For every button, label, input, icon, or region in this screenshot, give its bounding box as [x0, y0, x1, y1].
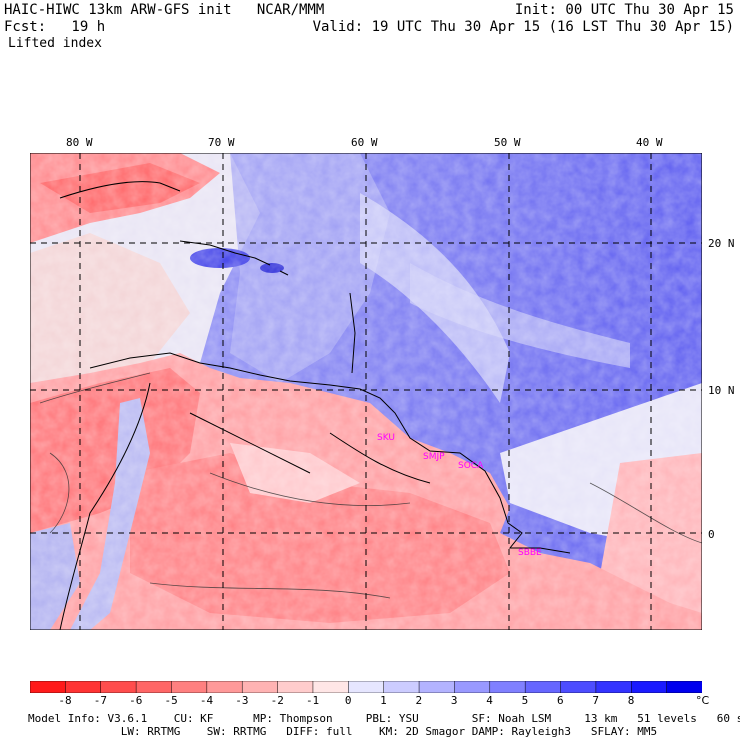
- field-name: Lifted index: [8, 36, 102, 51]
- colorbar-swatch: [171, 681, 208, 693]
- colorbar-tick-label: 6: [557, 694, 564, 707]
- colorbar-swatch: [348, 681, 385, 693]
- forecast-hour: Fcst: 19 h: [4, 19, 106, 35]
- colorbar-swatch: [277, 681, 314, 693]
- colorbar-tick-label: 2: [415, 694, 423, 707]
- lon-label: 80 W: [66, 136, 93, 149]
- lat-label: 20 N: [708, 237, 735, 250]
- colorbar-tick-label: 7: [592, 694, 600, 707]
- lat-label: 10 N: [708, 384, 735, 397]
- colorbar-tick-label: -7: [93, 694, 107, 707]
- colorbar-tick-label: -3: [235, 694, 249, 707]
- lon-label: 70 W: [208, 136, 235, 149]
- colorbar-tick-label: -5: [164, 694, 178, 707]
- colorbar-tick-label: 3: [450, 694, 458, 707]
- colorbar-swatch: [206, 681, 243, 693]
- colorbar-swatch: [489, 681, 526, 693]
- colorbar-swatch: [30, 681, 67, 693]
- colorbar-tick-label: -4: [199, 694, 214, 707]
- colorbar-tick-label: 5: [521, 694, 529, 707]
- colorbar-swatch: [65, 681, 102, 693]
- colorbar-swatch: [383, 681, 420, 693]
- init-time: Init: 00 UTC Thu 30 Apr 15: [514, 2, 734, 18]
- colorbar-swatch: [524, 681, 562, 693]
- model-title: HAIC-HIWC 13km ARW-GFS init NCAR/MMM: [4, 2, 325, 18]
- lon-label: 50 W: [494, 136, 521, 149]
- colorbar-swatch: [135, 681, 173, 693]
- colorbar-tick-label: -1: [305, 694, 320, 707]
- station-label: SBBE: [518, 548, 542, 558]
- valid-time: Valid: 19 UTC Thu 30 Apr 15 (16 LST Thu …: [312, 19, 734, 35]
- colorbar-swatch: [454, 681, 491, 693]
- colorbar-tick-label: 1: [380, 694, 387, 707]
- station-label: SMJP: [423, 452, 445, 462]
- colorbar-swatch: [241, 681, 279, 693]
- station-label: SOCA: [458, 461, 484, 471]
- lifted-index-map: SKU SMJP SOCA SBBE: [30, 153, 702, 630]
- colorbar-tick-label: -2: [270, 694, 284, 707]
- colorbar-swatch: [560, 681, 597, 693]
- colorbar-tick-label: -8: [58, 694, 72, 707]
- colorbar-unit: °C: [696, 694, 710, 707]
- lat-label: 0: [708, 528, 715, 541]
- station-label: SKU: [377, 433, 395, 443]
- footer-physics-info: LW: RRTMG SW: RRTMG DIFF: full KM: 2D Sm…: [28, 725, 658, 738]
- colorbar-swatch: [100, 681, 137, 693]
- colorbar-tick-label: 0: [344, 694, 352, 707]
- colorbar: [30, 681, 702, 693]
- colorbar-swatch: [631, 681, 668, 693]
- colorbar-swatch: [595, 681, 633, 693]
- lon-label: 40 W: [636, 136, 663, 149]
- colorbar-tick-label: 4: [486, 694, 493, 707]
- footer-model-info: Model Info: V3.6.1 CU: KF MP: Thompson P…: [28, 712, 740, 725]
- colorbar-swatch: [418, 681, 456, 693]
- colorbar-tick-label: 8: [627, 694, 635, 707]
- colorbar-swatch: [666, 681, 702, 693]
- colorbar-tick-label: -6: [129, 694, 143, 707]
- lon-label: 60 W: [351, 136, 378, 149]
- colorbar-swatch: [312, 681, 350, 693]
